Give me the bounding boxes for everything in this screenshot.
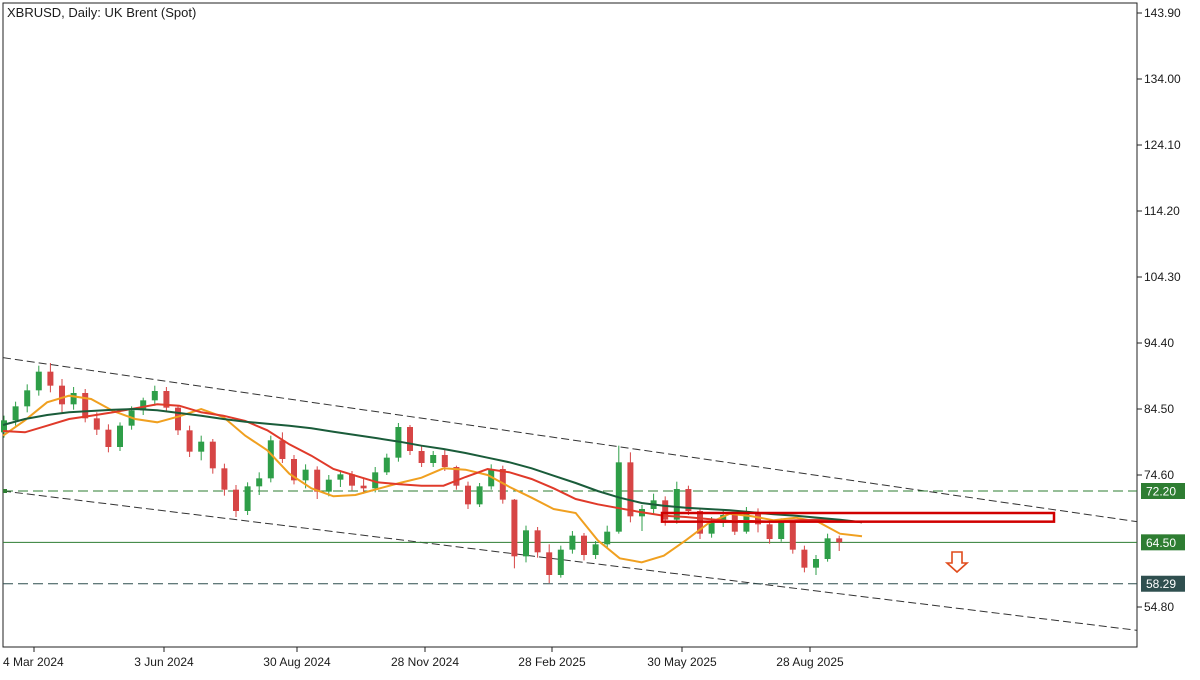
candle-body (581, 535, 587, 555)
y-tick-label: 54.80 (1144, 600, 1174, 614)
candle-body (372, 472, 379, 489)
candle-body (302, 469, 309, 481)
candle-body (325, 479, 332, 492)
candle-body (209, 441, 216, 469)
price-badge (1141, 575, 1185, 592)
candle-body (360, 485, 367, 489)
candle-body (12, 406, 19, 421)
y-tick-label: 74.60 (1144, 468, 1174, 482)
candle-body (186, 430, 193, 452)
price-badge-label: 72.20 (1146, 485, 1176, 499)
candle-body (105, 429, 112, 447)
price-badge (1141, 483, 1185, 499)
candle-body (813, 559, 819, 568)
x-tick-label: 28 Nov 2024 (391, 655, 459, 669)
candle-body (198, 441, 205, 452)
candle-body (441, 455, 448, 467)
candle-body (418, 451, 425, 463)
level-anchor-marker (3, 489, 7, 493)
price-badge (1141, 534, 1185, 551)
chart-title: XBRUSD, Daily: UK Brent (Spot) (7, 5, 196, 20)
y-tick-label: 94.40 (1144, 336, 1174, 350)
candle-body (511, 499, 518, 557)
candle-body (163, 391, 170, 408)
candle-body (233, 489, 239, 511)
candle-body (244, 486, 251, 511)
channel-line (2, 357, 1138, 523)
y-tick-label: 114.20 (1144, 204, 1180, 218)
candle-body (592, 544, 599, 555)
x-tick-label: 28 Aug 2025 (776, 655, 844, 669)
candle-body (1, 420, 7, 433)
candle-body (279, 440, 286, 459)
moving-average-line (2, 407, 863, 524)
price-badge-label: 58.29 (1146, 577, 1176, 591)
candle-body (685, 489, 692, 511)
candle-body (465, 485, 471, 505)
moving-average-line (2, 394, 863, 564)
price-badge-label: 64.50 (1146, 536, 1176, 550)
channel-line (2, 490, 1138, 631)
resistance-zone-box (660, 511, 1056, 523)
y-tick-label: 143.90 (1144, 6, 1181, 20)
y-tick-label: 104.30 (1144, 270, 1181, 284)
candle-body (453, 467, 460, 486)
x-tick-label: 3 Jun 2024 (134, 655, 194, 669)
candle-body (789, 522, 796, 550)
plot-frame (2, 2, 1138, 648)
candle-body (291, 459, 297, 481)
candle-body (151, 391, 158, 401)
candle-body (534, 530, 541, 553)
candle-body (778, 522, 785, 539)
candle-body (430, 455, 437, 463)
candle-body (476, 486, 483, 505)
moving-average-line (2, 403, 863, 524)
candle-body (662, 500, 669, 520)
x-tick-label: 30 May 2025 (647, 655, 717, 669)
candle-body (337, 474, 344, 480)
candle-body (731, 515, 738, 532)
candle-body (766, 524, 773, 539)
candle-body (349, 474, 355, 486)
candle-body (59, 385, 65, 405)
candle-body (523, 530, 529, 557)
down-arrow-icon (944, 551, 970, 574)
candle-body (407, 427, 413, 451)
candle-body (140, 400, 147, 411)
y-tick-label: 124.10 (1144, 138, 1181, 152)
candle-body (24, 390, 31, 407)
candle-body (383, 457, 390, 473)
x-tick-label: 4 Mar 2024 (3, 655, 64, 669)
candle-body (627, 462, 634, 517)
candle-body (221, 468, 228, 490)
candle-body (35, 371, 42, 391)
candle-body (720, 515, 727, 523)
candle-body (47, 371, 54, 386)
x-tick-label: 30 Aug 2024 (263, 655, 331, 669)
y-tick-label: 84.50 (1144, 402, 1174, 416)
candle-body (117, 425, 123, 447)
candle-body (175, 407, 181, 431)
candle-body (673, 489, 680, 520)
candle-body (93, 418, 100, 430)
candle-body (82, 393, 89, 419)
candle-body (569, 535, 576, 550)
candle-body (314, 469, 321, 492)
candle-body (546, 552, 553, 575)
y-tick-label: 134.00 (1144, 72, 1181, 86)
candle-body (801, 549, 808, 568)
candle-body (604, 531, 611, 545)
candle-body (824, 538, 831, 559)
candle-body (836, 538, 843, 543)
candle-body (256, 478, 263, 487)
candle-body (708, 523, 715, 534)
candle-body (557, 549, 564, 575)
x-tick-label: 28 Feb 2025 (518, 655, 586, 669)
candle-body (267, 440, 274, 479)
candle-body (70, 393, 77, 405)
